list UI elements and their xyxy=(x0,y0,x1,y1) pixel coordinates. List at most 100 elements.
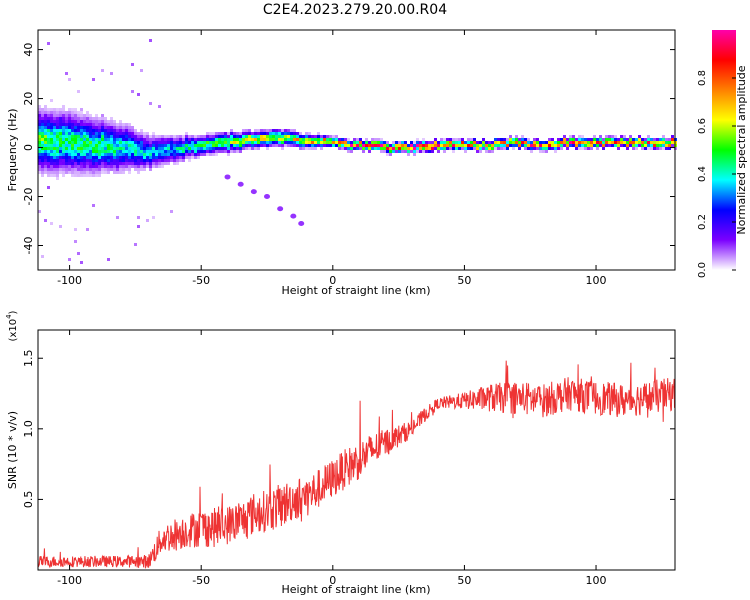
spectrogram-cell xyxy=(74,171,77,174)
spectrogram-cell xyxy=(233,147,236,150)
spectrogram-cell xyxy=(236,147,239,150)
spectrogram-cell xyxy=(143,147,146,150)
spectrogram-cell xyxy=(80,147,83,150)
spectrogram-cell xyxy=(602,144,605,147)
spectrogram-cell xyxy=(107,156,110,159)
spectrogram-cell xyxy=(53,147,56,150)
spectrogram-cell xyxy=(254,147,257,150)
spectrogram-cell xyxy=(119,144,122,147)
spectrogram-cell xyxy=(302,138,305,141)
spectrogram-cell xyxy=(239,144,242,147)
figure-title: C2E4.2023.279.20.00.R04 xyxy=(263,2,447,18)
spectrogram-cell xyxy=(86,114,89,117)
spectrogram-cell xyxy=(170,159,173,162)
spectrogram-cell xyxy=(503,141,506,144)
spectrogram-cell xyxy=(587,141,590,144)
spectrogram-cell xyxy=(65,111,68,114)
spectrogram-cell xyxy=(437,150,440,153)
spectrogram-cell xyxy=(314,144,317,147)
spectrogram-cell xyxy=(128,162,131,165)
spectrogram-cell xyxy=(47,174,50,177)
spectrogram-cell xyxy=(320,135,323,138)
spectrogram-cell xyxy=(176,150,179,153)
spectrogram-cell xyxy=(329,135,332,138)
spectrogram-cell xyxy=(245,132,248,135)
spectrogram-cell xyxy=(470,141,473,144)
spectrogram-cell xyxy=(131,126,134,129)
spectrogram-cell xyxy=(89,117,92,120)
spectrogram-cell xyxy=(233,138,236,141)
spectrogram-cell xyxy=(68,147,71,150)
spectrogram-cell xyxy=(80,111,83,114)
spectrogram-cell xyxy=(116,126,119,129)
spectrogram-cell xyxy=(407,153,410,156)
spectrogram-cell xyxy=(146,219,149,222)
spectrogram-cell xyxy=(71,153,74,156)
spectrogram-cell xyxy=(47,135,50,138)
spectrogram-cell xyxy=(314,141,317,144)
spectrogram-cell xyxy=(104,132,107,135)
spectrogram-cell xyxy=(83,162,86,165)
spectrogram-cell xyxy=(38,165,41,168)
spectrogram-cell xyxy=(86,228,89,231)
spectrogram-cell xyxy=(608,138,611,141)
spectrogram-cell xyxy=(653,144,656,147)
spectrogram-cell xyxy=(152,135,155,138)
spectrogram-cell xyxy=(59,165,62,168)
spectrogram-cell xyxy=(53,135,56,138)
spectrogram-cell xyxy=(608,144,611,147)
spectrogram-cell xyxy=(56,156,59,159)
spectrogram-cell xyxy=(419,141,422,144)
spectrogram-cell xyxy=(164,141,167,144)
spectrogram-cell xyxy=(221,144,224,147)
spectrogram-cell xyxy=(92,138,95,141)
spectrogram-cell xyxy=(47,168,50,171)
spectrogram-cell xyxy=(647,138,650,141)
spectrogram-cell xyxy=(593,144,596,147)
spectrogram-cell xyxy=(152,144,155,147)
spectrogram-cell xyxy=(266,138,269,141)
spectrogram-cell xyxy=(641,141,644,144)
spectrogram-cell xyxy=(167,156,170,159)
spectrogram-cell xyxy=(398,147,401,150)
spectrogram-cell xyxy=(551,147,554,150)
spectrogram-cell xyxy=(248,129,251,132)
spectrogram-cell xyxy=(230,144,233,147)
spectrogram-cell xyxy=(584,144,587,147)
spectrogram-cell xyxy=(431,147,434,150)
spectrogram-cell xyxy=(47,114,50,117)
spectrogram-cell xyxy=(179,138,182,141)
spectrogram-cell xyxy=(50,114,53,117)
spectrogram-cells xyxy=(38,39,677,264)
spectrogram-cell xyxy=(569,141,572,144)
spectrogram-cell xyxy=(89,168,92,171)
spectrogram-cell xyxy=(119,147,122,150)
spectrogram-cell xyxy=(530,141,533,144)
spectrogram-cell xyxy=(47,156,50,159)
spectrogram-cell xyxy=(38,171,41,174)
spectrogram-cell xyxy=(314,138,317,141)
spectrogram-cell xyxy=(143,150,146,153)
spectrogram-cell xyxy=(257,132,260,135)
spectrogram-cell xyxy=(44,144,47,147)
spectrogram-cell xyxy=(116,165,119,168)
spectrogram-cell xyxy=(353,138,356,141)
spectrogram-cell xyxy=(194,135,197,138)
spectrogram-cell xyxy=(68,144,71,147)
spectrogram-cell xyxy=(377,144,380,147)
spectrogram-cell xyxy=(122,165,125,168)
spectrogram-cell xyxy=(515,141,518,144)
spectrogram-cell xyxy=(80,174,83,177)
spectrogram-cell xyxy=(143,156,146,159)
spectrogram-cell xyxy=(107,153,110,156)
spectrogram-cell xyxy=(557,147,560,150)
spectrogram-cell xyxy=(137,171,140,174)
spectrogram-cell xyxy=(641,138,644,141)
spectrogram-cell xyxy=(389,153,392,156)
spectrogram-cell xyxy=(344,144,347,147)
spectrogram-cell xyxy=(140,69,143,72)
spectrogram-cell xyxy=(299,141,302,144)
spectrogram-cell xyxy=(536,147,539,150)
spectrogram-cell xyxy=(77,126,80,129)
spectrogram-cell xyxy=(155,135,158,138)
